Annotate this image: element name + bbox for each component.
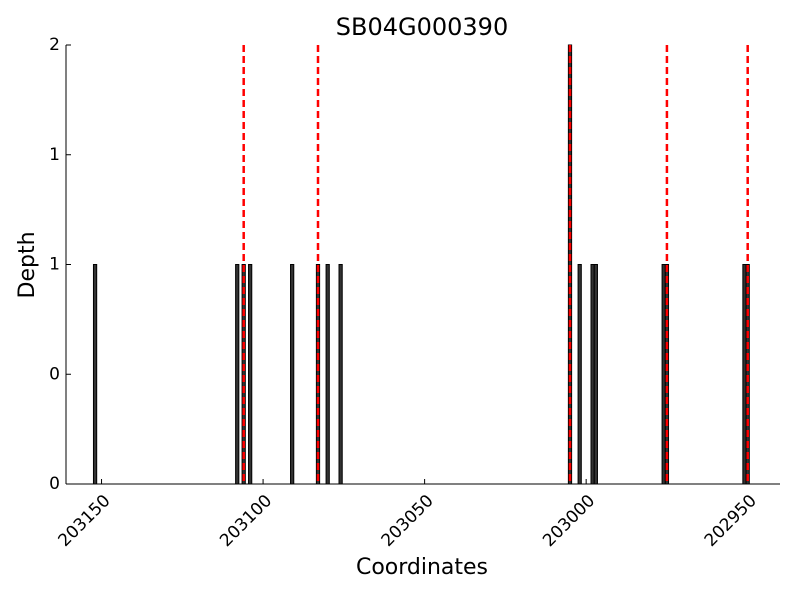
bar bbox=[290, 264, 295, 485]
bar bbox=[664, 264, 670, 485]
bar bbox=[593, 264, 598, 485]
chart-title: SB04G000390 bbox=[336, 13, 508, 41]
x-tick-label: 203100 bbox=[216, 491, 276, 551]
bar bbox=[325, 264, 330, 485]
bar bbox=[241, 264, 246, 485]
y-tick-label: 1 bbox=[49, 145, 60, 165]
x-tick-label: 203150 bbox=[55, 491, 115, 551]
bar bbox=[235, 264, 240, 485]
y-tick-label: 1 bbox=[49, 255, 60, 275]
bar bbox=[315, 264, 321, 485]
y-axis-label: Depth bbox=[15, 231, 40, 298]
bar bbox=[248, 264, 253, 485]
x-axis-label: Coordinates bbox=[356, 555, 488, 580]
bar bbox=[92, 264, 98, 485]
bar bbox=[745, 264, 750, 485]
y-tick-label: 0 bbox=[49, 474, 60, 494]
y-tick-label: 0 bbox=[49, 364, 60, 384]
x-tick-label: 203000 bbox=[539, 491, 599, 551]
y-tick-label: 2 bbox=[49, 35, 60, 55]
bar bbox=[567, 44, 573, 485]
x-tick-label: 203050 bbox=[378, 491, 438, 551]
bar bbox=[577, 264, 582, 485]
x-tick-label: 202950 bbox=[701, 491, 761, 551]
bar bbox=[338, 264, 343, 485]
